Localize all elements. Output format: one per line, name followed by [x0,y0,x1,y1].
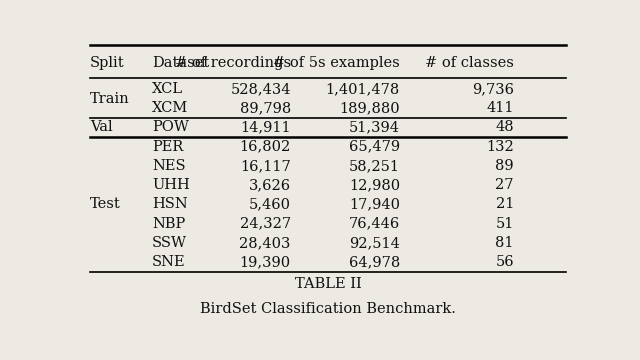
Text: # of recordings: # of recordings [175,56,291,70]
Text: 132: 132 [486,140,514,154]
Text: 9,736: 9,736 [472,82,514,96]
Text: 89,798: 89,798 [239,101,291,115]
Text: 17,940: 17,940 [349,198,400,211]
Text: Train: Train [90,91,130,105]
Text: 19,390: 19,390 [239,255,291,269]
Text: 58,251: 58,251 [349,159,400,173]
Text: 14,911: 14,911 [240,120,291,134]
Text: SNE: SNE [152,255,186,269]
Text: HSN: HSN [152,198,188,211]
Text: Val: Val [90,120,113,134]
Text: 528,434: 528,434 [230,82,291,96]
Text: 5,460: 5,460 [249,198,291,211]
Text: Split: Split [90,56,125,70]
Text: 76,446: 76,446 [349,217,400,231]
Text: 92,514: 92,514 [349,236,400,250]
Text: XCL: XCL [152,82,183,96]
Text: 3,626: 3,626 [249,178,291,192]
Text: UHH: UHH [152,178,189,192]
Text: BirdSet Classification Benchmark.: BirdSet Classification Benchmark. [200,302,456,316]
Text: XCM: XCM [152,101,188,115]
Text: SSW: SSW [152,236,187,250]
Text: PER: PER [152,140,183,154]
Text: 48: 48 [495,120,514,134]
Text: 51,394: 51,394 [349,120,400,134]
Text: 65,479: 65,479 [349,140,400,154]
Text: NBP: NBP [152,217,185,231]
Text: Dataset: Dataset [152,56,209,70]
Text: # of classes: # of classes [425,56,514,70]
Text: NES: NES [152,159,186,173]
Text: 56: 56 [495,255,514,269]
Text: 16,802: 16,802 [239,140,291,154]
Text: 89: 89 [495,159,514,173]
Text: 411: 411 [486,101,514,115]
Text: Test: Test [90,198,121,211]
Text: TABLE II: TABLE II [294,277,362,291]
Text: 189,880: 189,880 [339,101,400,115]
Text: 24,327: 24,327 [239,217,291,231]
Text: # of 5s examples: # of 5s examples [273,56,400,70]
Text: 21: 21 [495,198,514,211]
Text: 27: 27 [495,178,514,192]
Text: 64,978: 64,978 [349,255,400,269]
Text: 1,401,478: 1,401,478 [326,82,400,96]
Text: 12,980: 12,980 [349,178,400,192]
Text: POW: POW [152,120,189,134]
Text: 51: 51 [495,217,514,231]
Text: 81: 81 [495,236,514,250]
Text: 28,403: 28,403 [239,236,291,250]
Text: 16,117: 16,117 [240,159,291,173]
